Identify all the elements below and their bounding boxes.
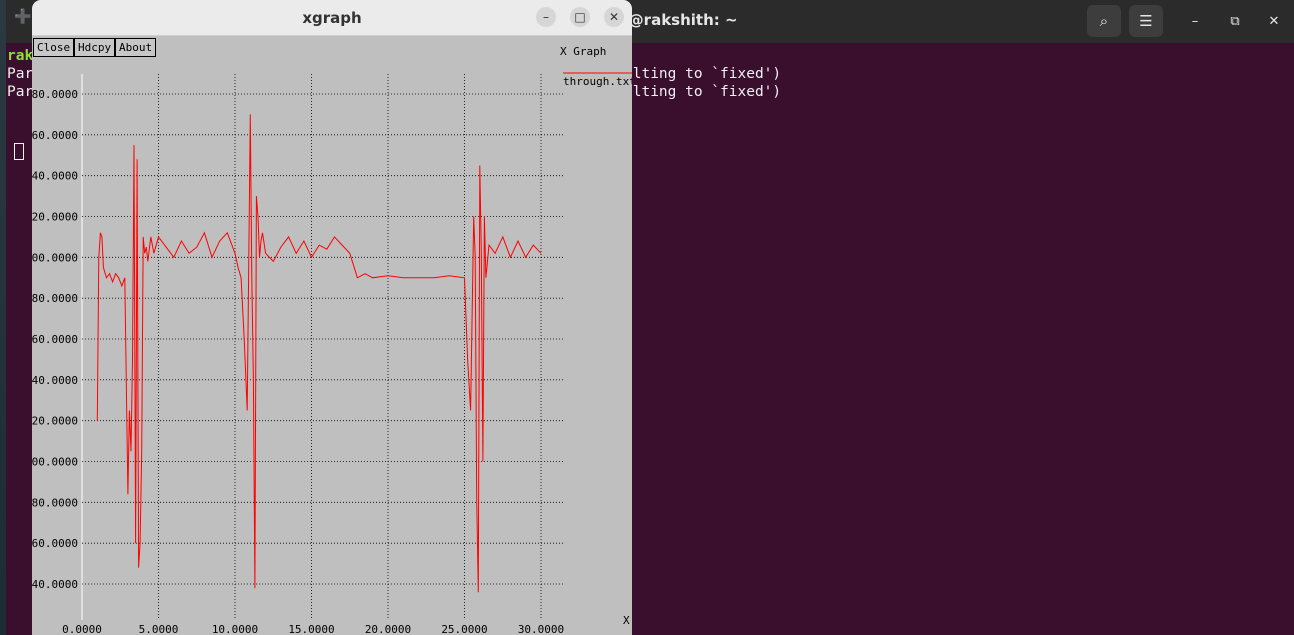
- y-tick-label: 660.0000: [32, 333, 78, 346]
- y-tick-label: 540.0000: [32, 578, 78, 591]
- x-axis-label: X: [623, 614, 630, 627]
- y-tick-label: 680.0000: [32, 292, 78, 305]
- close-icon[interactable]: ✕: [604, 7, 624, 27]
- desktop-edge: [0, 0, 6, 635]
- terminal-title: h@rakshith: ~: [618, 11, 738, 29]
- close-button[interactable]: Close: [33, 38, 75, 57]
- new-tab-icon[interactable]: ➕: [14, 9, 32, 25]
- hdcpy-button[interactable]: Hdcpy: [74, 38, 116, 57]
- restore-icon[interactable]: ⧉: [1230, 14, 1240, 29]
- menu-icon[interactable]: ☰: [1129, 5, 1163, 37]
- y-tick-label: 740.0000: [32, 170, 78, 183]
- x-tick-label: 20.0000: [365, 623, 411, 635]
- terminal-cursor: [14, 143, 24, 160]
- y-tick-label: 700.0000: [32, 251, 78, 264]
- output-line: Par: [7, 66, 34, 82]
- y-tick-label: 780.0000: [32, 88, 78, 101]
- x-tick-label: 0.0000: [62, 623, 102, 635]
- minimize-icon[interactable]: –: [536, 7, 556, 27]
- search-icon[interactable]: ⌕: [1087, 5, 1121, 37]
- throughput-chart: 540.0000 560.0000 580.0000 600.0000 620.0000…: [32, 45, 632, 635]
- maximize-icon[interactable]: □: [570, 7, 590, 27]
- output-line: ulting to `fixed'): [624, 66, 782, 82]
- close-icon[interactable]: ✕: [1268, 14, 1280, 29]
- y-tick-label: 620.0000: [32, 415, 78, 428]
- output-line: Par: [7, 84, 34, 100]
- x-tick-label: 15.0000: [288, 623, 334, 635]
- x-tick-label: 10.0000: [212, 623, 258, 635]
- y-tick-label: 760.0000: [32, 129, 78, 142]
- legend-label: through.txt: [563, 75, 632, 88]
- about-button[interactable]: About: [115, 38, 157, 57]
- minimize-icon[interactable]: –: [1191, 14, 1199, 29]
- y-tick-label: 720.0000: [32, 211, 78, 224]
- output-line: ulting to `fixed'): [624, 84, 782, 100]
- x-tick-label: 25.0000: [441, 623, 487, 635]
- y-tick-label: 580.0000: [32, 496, 78, 509]
- x-tick-label: 30.0000: [518, 623, 564, 635]
- graph-title: X Graph: [560, 45, 606, 58]
- x-tick-label: 5.0000: [139, 623, 179, 635]
- y-tick-label: 560.0000: [32, 537, 78, 550]
- prompt-line: rak: [7, 48, 34, 64]
- xgraph-window: xgraph – □ ✕ Close Hdcpy About 540.00005…: [32, 0, 632, 635]
- y-tick-label: 600.0000: [32, 456, 78, 469]
- series-line-through: [96, 114, 542, 593]
- window-title: xgraph: [302, 9, 362, 27]
- xgraph-titlebar[interactable]: xgraph – □ ✕: [32, 0, 632, 36]
- y-tick-label: 640.0000: [32, 374, 78, 387]
